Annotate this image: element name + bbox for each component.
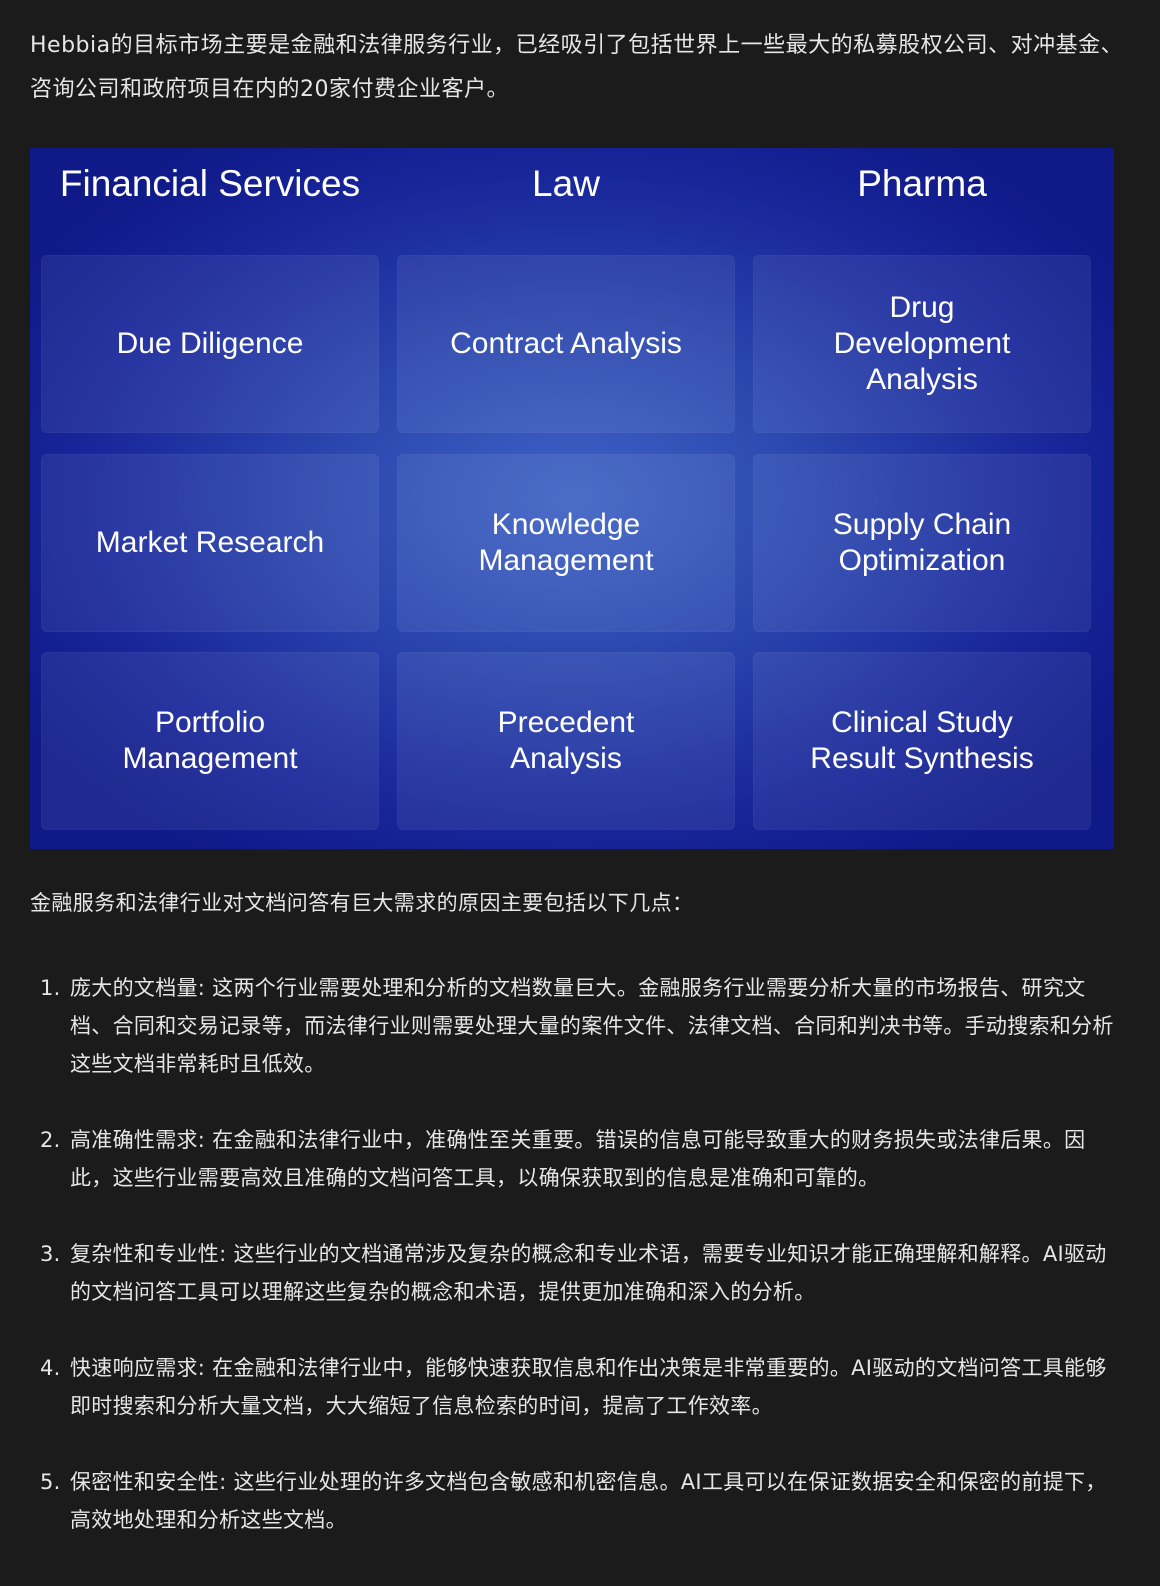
- list-item: 1. 庞大的文档量: 这两个行业需要处理和分析的文档数量巨大。金融服务行业需要分…: [30, 969, 1120, 1083]
- column-header-law: Law: [532, 163, 600, 204]
- use-case-label: Clinical Study Result Synthesis: [810, 706, 1034, 775]
- list-item-number: 4.: [40, 1356, 61, 1380]
- use-case-label: Supply Chain Optimization: [832, 508, 1012, 577]
- reasons-list: 1. 庞大的文档量: 这两个行业需要处理和分析的文档数量巨大。金融服务行业需要分…: [30, 969, 1120, 1577]
- use-case-card: Due Diligence: [41, 255, 379, 433]
- list-item-number: 1.: [40, 976, 61, 1000]
- list-item-text: 快速响应需求: 在金融和法律行业中，能够快速获取信息和作出决策是非常重要的。AI…: [70, 1356, 1107, 1418]
- use-case-card: Knowledge Management: [397, 454, 735, 632]
- column-header-financial-services: Financial Services: [59, 163, 361, 204]
- industry-use-case-graphic: Financial Services Law Pharma Due Dilige…: [30, 148, 1114, 849]
- list-item-text: 庞大的文档量: 这两个行业需要处理和分析的文档数量巨大。金融服务行业需要分析大量…: [70, 976, 1114, 1076]
- list-item-number: 5.: [40, 1470, 61, 1494]
- list-item: 3. 复杂性和专业性: 这些行业的文档通常涉及复杂的概念和专业术语，需要专业知识…: [30, 1235, 1120, 1311]
- column-header-pharma: Pharma: [857, 163, 987, 204]
- list-item-text: 保密性和安全性: 这些行业处理的许多文档包含敏感和机密信息。AI工具可以在保证数…: [70, 1470, 1107, 1532]
- use-case-label: Drug Development Analysis: [833, 291, 1011, 396]
- list-item: 5. 保密性和安全性: 这些行业处理的许多文档包含敏感和机密信息。AI工具可以在…: [30, 1463, 1120, 1539]
- use-case-label: Precedent Analysis: [497, 706, 635, 775]
- use-case-label: Knowledge Management: [478, 508, 654, 577]
- use-case-card: Supply Chain Optimization: [753, 454, 1091, 632]
- use-case-card: Portfolio Management: [41, 652, 379, 830]
- use-case-label: Contract Analysis: [450, 327, 682, 360]
- reasons-lead-paragraph: 金融服务和法律行业对文档问答有巨大需求的原因主要包括以下几点：: [30, 891, 694, 915]
- use-case-label: Due Diligence: [116, 327, 304, 360]
- list-item-text: 高准确性需求: 在金融和法律行业中，准确性至关重要。错误的信息可能导致重大的财务…: [70, 1128, 1086, 1190]
- list-item: 4. 快速响应需求: 在金融和法律行业中，能够快速获取信息和作出决策是非常重要的…: [30, 1349, 1120, 1425]
- use-case-label: Market Research: [95, 526, 325, 559]
- list-item: 2. 高准确性需求: 在金融和法律行业中，准确性至关重要。错误的信息可能导致重大…: [30, 1121, 1120, 1197]
- list-item-number: 2.: [40, 1128, 61, 1152]
- use-case-label: Portfolio Management: [122, 706, 298, 775]
- use-case-card: Drug Development Analysis: [753, 255, 1091, 433]
- list-item-number: 3.: [40, 1242, 61, 1266]
- use-case-card: Precedent Analysis: [397, 652, 735, 830]
- use-case-card: Contract Analysis: [397, 255, 735, 433]
- list-item-text: 复杂性和专业性: 这些行业的文档通常涉及复杂的概念和专业术语，需要专业知识才能正…: [70, 1242, 1107, 1304]
- intro-paragraph: Hebbia的目标市场主要是金融和法律服务行业，已经吸引了包括世界上一些最大的私…: [30, 33, 1124, 102]
- use-case-card: Market Research: [41, 454, 379, 632]
- use-case-card: Clinical Study Result Synthesis: [753, 652, 1091, 830]
